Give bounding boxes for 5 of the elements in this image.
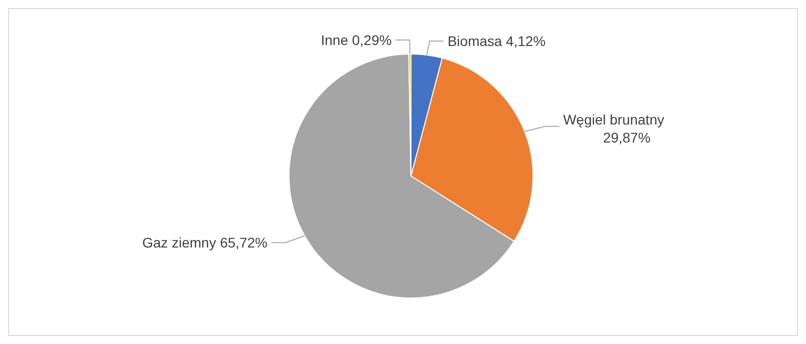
slice-label: Inne 0,29% [320,32,392,48]
slice-label: Biomasa 4,12% [448,33,546,50]
slice-label: Węgiel brunatny [563,111,664,128]
data-label: 29,87% [603,129,651,146]
slice-label: Gaz ziemny 65,72% [142,234,268,251]
